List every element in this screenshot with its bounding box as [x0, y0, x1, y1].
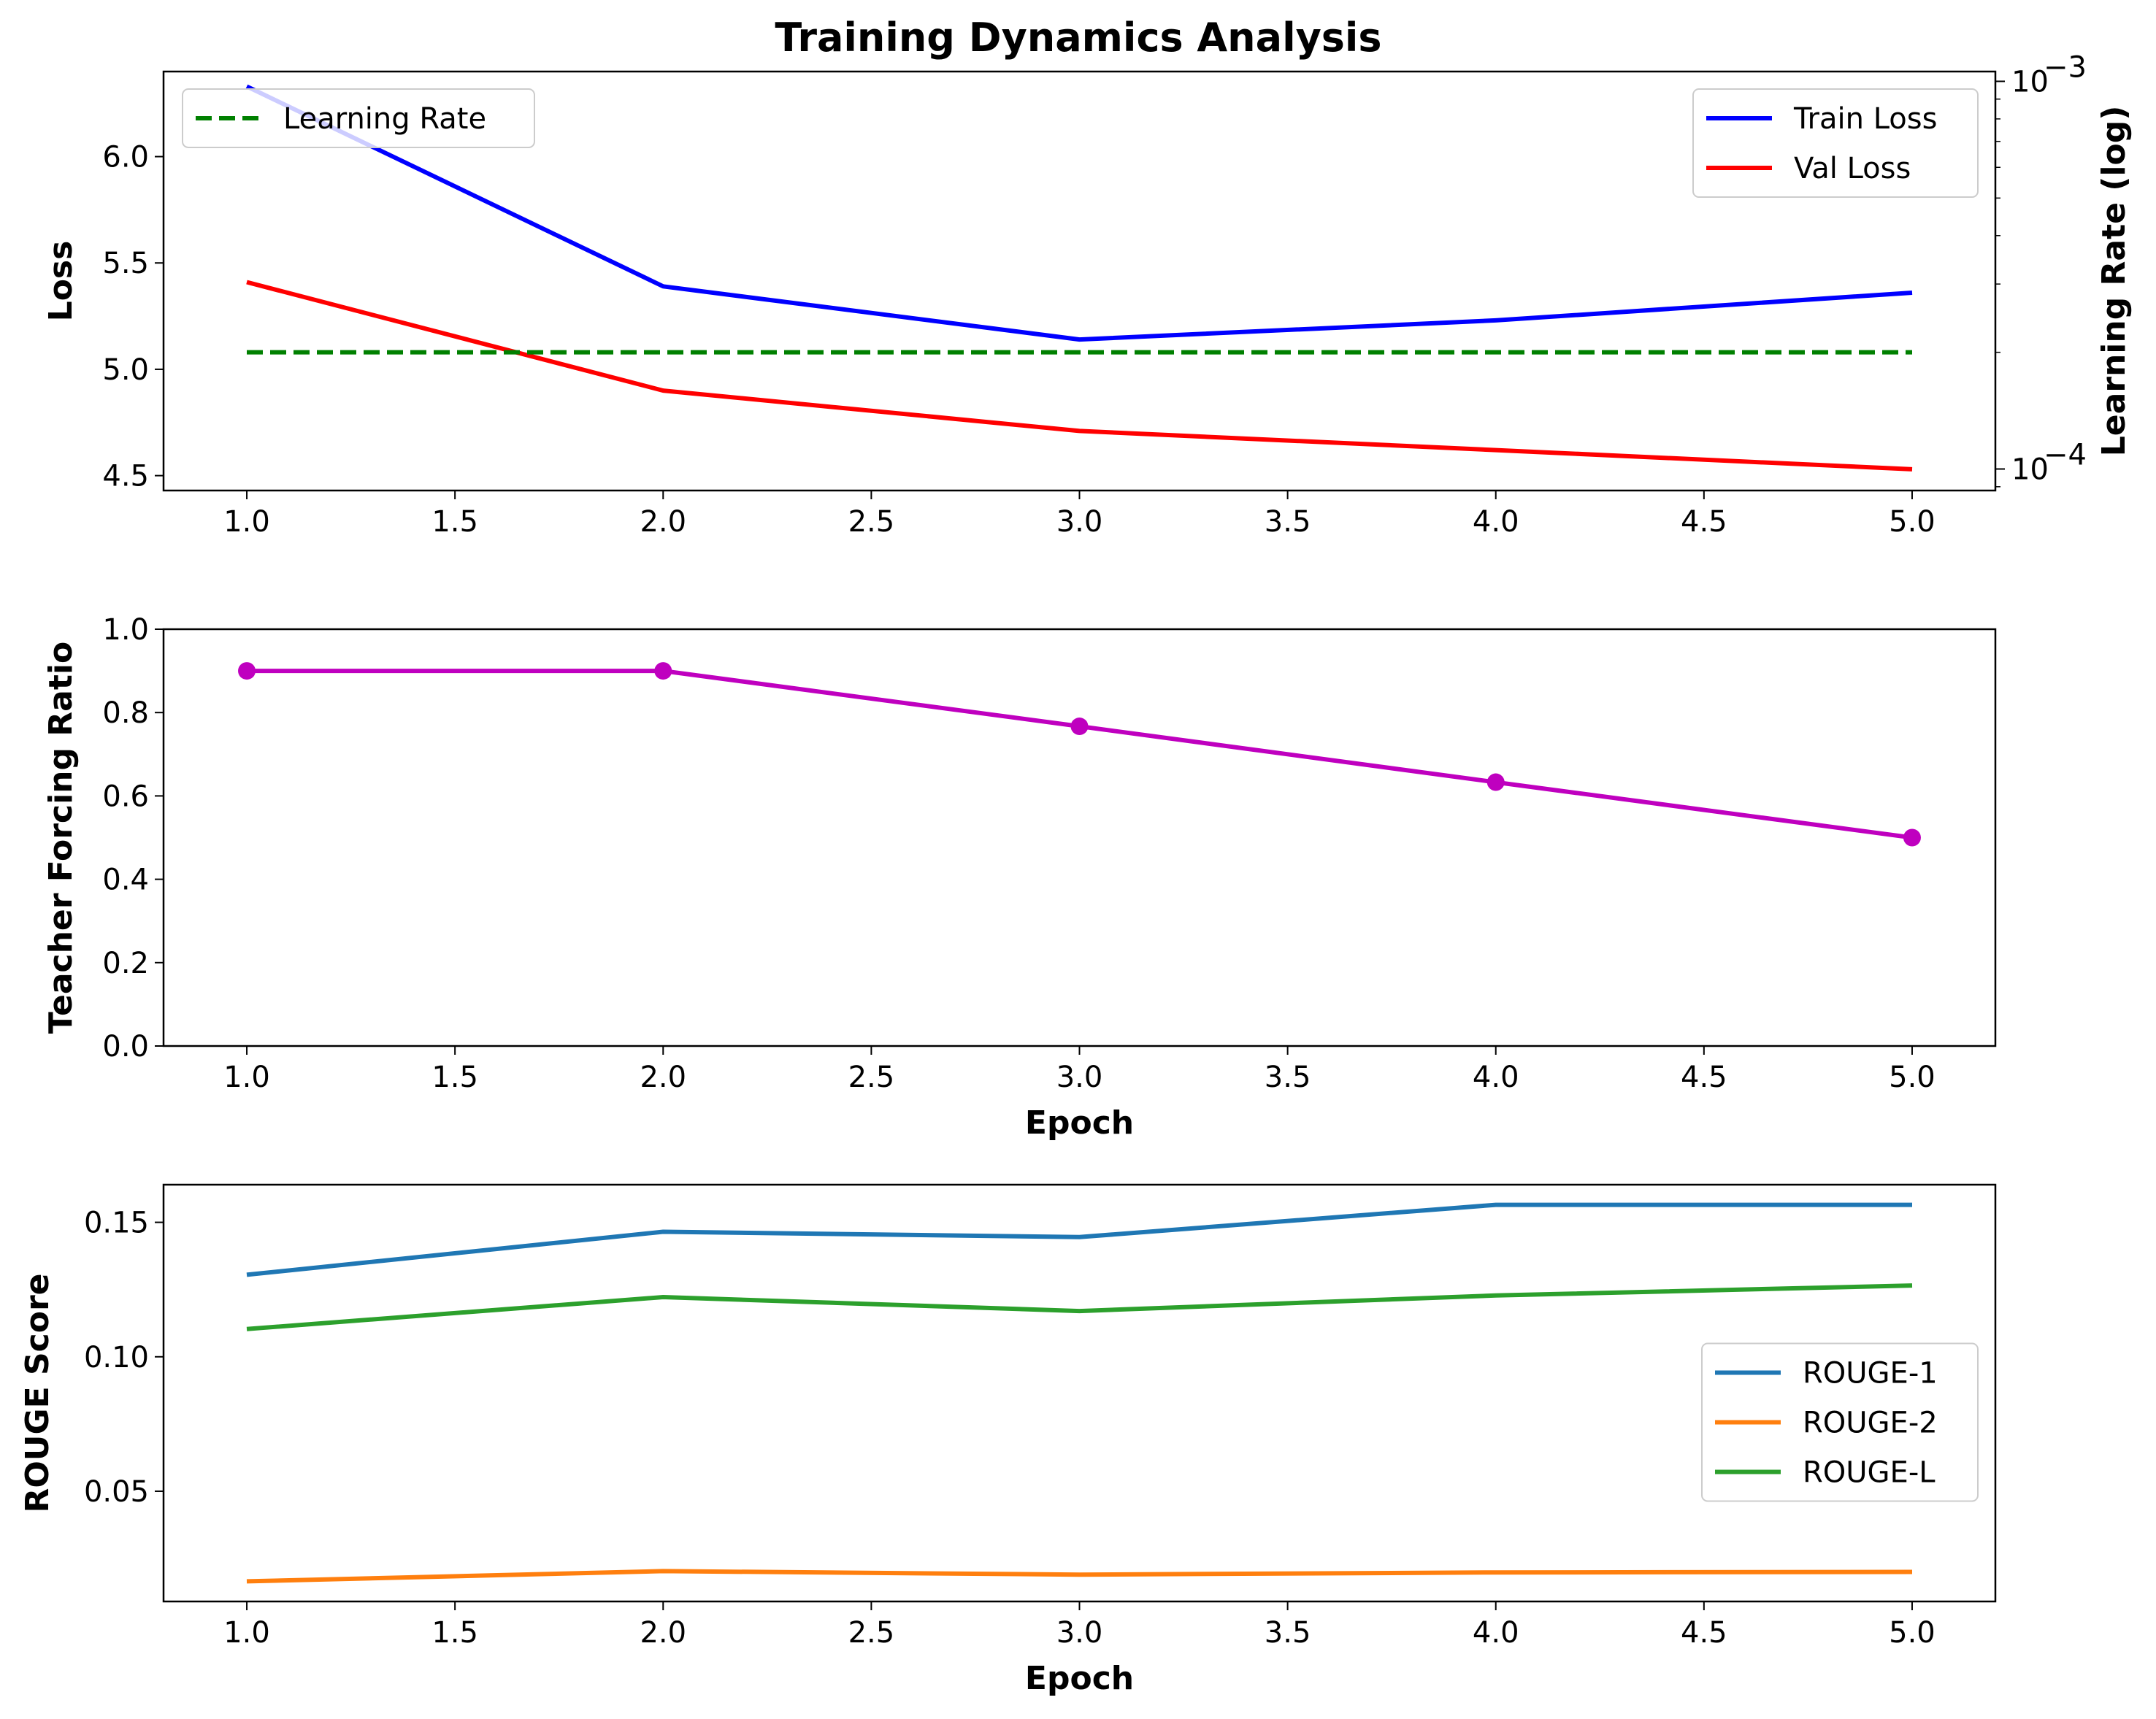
y-axis-title: ROUGE Score [19, 1273, 56, 1512]
y-tick-label: 0.05 [84, 1475, 149, 1509]
y-tick-label: 0.8 [102, 696, 149, 730]
x-tick-label: 2.5 [848, 1616, 895, 1650]
axes-frame [162, 70, 1997, 492]
y2-tick-label: 10 [2011, 453, 2049, 487]
legend-label: Train Loss [1793, 102, 1937, 136]
x-tick-label: 5.0 [1889, 505, 1936, 539]
rouge-l-line [246, 1283, 1913, 1331]
x-tick-label: 3.0 [1056, 1061, 1103, 1094]
y-tick-label: 0.0 [102, 1030, 149, 1064]
y2-tick-label: 10 [2011, 65, 2049, 99]
y-tick-label: 0.6 [102, 780, 149, 813]
x-tick-label: 5.0 [1889, 1616, 1936, 1650]
legend-label: Val Loss [1794, 152, 1911, 185]
data-point [1070, 718, 1089, 736]
panel-3: 1.0 1.5 2.0 2.5 3.0 3.5 4.0 4.5 5.0 0.05 0.10 0.15 R… [19, 1183, 1997, 1697]
y-tick-label: 0.4 [102, 864, 149, 897]
x-tick-label: 4.0 [1473, 505, 1519, 539]
x-tick-label: 1.0 [223, 1061, 270, 1094]
y2-tick-exponent: −4 [2044, 439, 2087, 472]
x-axis-title: Epoch [1025, 1660, 1134, 1697]
legend: Learning Rate [182, 88, 535, 148]
x-tick-label: 4.5 [1681, 1061, 1727, 1094]
legend-box [182, 88, 535, 148]
x-tick-label: 3.0 [1056, 505, 1103, 539]
panel-1: 1.0 1.5 2.0 2.5 3.0 3.5 4.0 4.5 5.0 4.5 5.0 5.5 6.0 1… [42, 50, 2133, 539]
x-tick-label: 4.0 [1473, 1061, 1519, 1094]
figure-title: Training Dynamics Analysis [775, 15, 1381, 61]
rouge-1-line [246, 1202, 1912, 1277]
x-tick-label: 2.0 [640, 505, 686, 539]
x-tick-label: 1.5 [431, 1061, 478, 1094]
y2-axis-title: Learning Rate (log) [2095, 106, 2133, 457]
x-tick-label: 4.5 [1681, 1616, 1727, 1650]
y-tick-label: 0.15 [84, 1207, 149, 1240]
x-tick-label: 1.5 [431, 505, 478, 539]
x-tick-label: 2.5 [848, 505, 895, 539]
legend: ROUGE-1 ROUGE-2 ROUGE-L [1701, 1342, 1979, 1502]
x-axis-title: Epoch [1025, 1104, 1134, 1142]
x-tick-label: 3.5 [1265, 1061, 1311, 1094]
y-tick-label: 4.5 [102, 460, 149, 493]
y-tick-label: 0.10 [84, 1341, 149, 1374]
x-tick-label: 2.0 [640, 1061, 686, 1094]
x-tick-label: 3.5 [1265, 1616, 1311, 1650]
legend-label: ROUGE-2 [1803, 1407, 1938, 1440]
panel-2: 1.0 1.5 2.0 2.5 3.0 3.5 4.0 4.5 5.0 0.0 0.2 0.4 0.6 0… [42, 613, 1997, 1142]
y-axis-title: Loss [42, 241, 80, 322]
panels: 1.0 1.5 2.0 2.5 3.0 3.5 4.0 4.5 5.0 4.5 5.0 5.5 6.0 1… [19, 50, 2133, 1697]
y-tick-label: 5.5 [102, 247, 149, 280]
legend-label: ROUGE-1 [1803, 1357, 1938, 1391]
data-point [654, 662, 672, 680]
x-tick-label: 1.5 [431, 1616, 478, 1650]
x-tick-label: 3.5 [1265, 505, 1311, 539]
y-tick-label: 6.0 [102, 141, 149, 174]
y-axis-title: Teacher Forcing Ratio [42, 642, 80, 1034]
val-loss-line [246, 280, 1913, 472]
axes-frame [162, 628, 1997, 1047]
legend: Train Loss Val Loss [1692, 88, 1979, 198]
x-tick-label: 4.5 [1681, 505, 1727, 539]
x-tick-label: 1.0 [223, 505, 270, 539]
x-tick-label: 2.5 [848, 1061, 895, 1094]
y-tick-label: 1.0 [102, 613, 149, 647]
rouge-2-line [246, 1569, 1913, 1584]
legend-label: ROUGE-L [1803, 1456, 1936, 1490]
y2-tick-exponent: −3 [2044, 50, 2087, 84]
data-point [238, 662, 256, 680]
x-tick-label: 3.0 [1056, 1616, 1103, 1650]
x-tick-label: 2.0 [640, 1616, 686, 1650]
y-tick-label: 0.2 [102, 947, 149, 980]
data-point [1486, 773, 1505, 791]
x-tick-label: 1.0 [223, 1616, 270, 1650]
train-loss-line [245, 84, 1913, 342]
y-tick-label: 5.0 [102, 353, 149, 387]
x-tick-label: 4.0 [1473, 1616, 1519, 1650]
data-point [1903, 828, 1921, 847]
legend-box [1701, 1342, 1979, 1502]
axes-frame [162, 1183, 1997, 1603]
x-tick-label: 5.0 [1889, 1061, 1936, 1094]
legend-label: Learning Rate [283, 102, 486, 136]
